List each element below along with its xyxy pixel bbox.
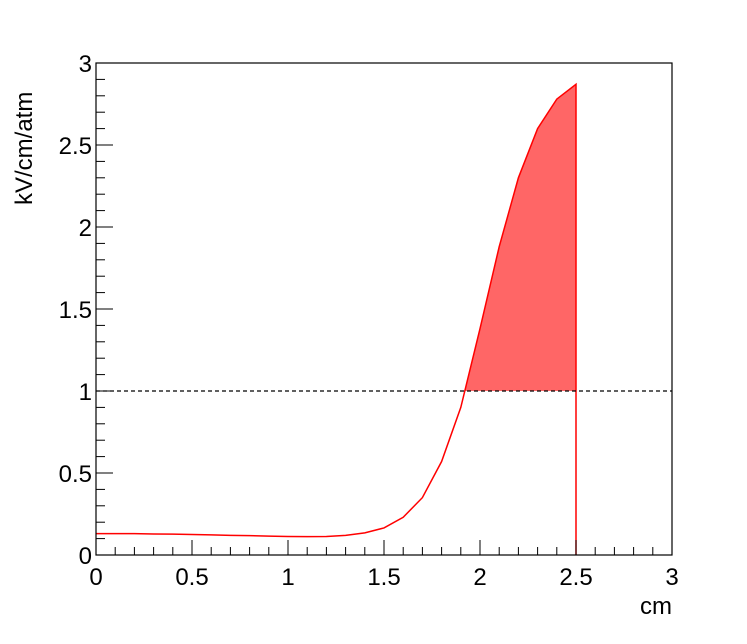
x-tick-label: 1 bbox=[281, 564, 294, 591]
y-tick-label: 2 bbox=[79, 215, 92, 242]
data-line bbox=[96, 82, 577, 555]
x-tick-label: 0.5 bbox=[175, 564, 208, 591]
filled-area bbox=[464, 84, 576, 391]
x-tick-label: 2.5 bbox=[559, 564, 592, 591]
y-tick-label: 2.5 bbox=[59, 133, 92, 160]
x-tick-label: 3 bbox=[665, 564, 678, 591]
x-tick-label: 1.5 bbox=[367, 564, 400, 591]
y-tick-label: 0 bbox=[79, 543, 92, 570]
y-tick-label: 3 bbox=[79, 51, 92, 78]
y-tick-label: 1 bbox=[79, 379, 92, 406]
plot-frame bbox=[95, 62, 673, 556]
x-tick-label: 2 bbox=[473, 564, 486, 591]
y-tick-label: 1.5 bbox=[59, 297, 92, 324]
x-axis-label: cm bbox=[640, 593, 672, 620]
x-tick-label: 0 bbox=[89, 564, 102, 591]
y-tick-label: 0.5 bbox=[59, 461, 92, 488]
y-axis-label: kV/cm/atm bbox=[11, 92, 38, 205]
